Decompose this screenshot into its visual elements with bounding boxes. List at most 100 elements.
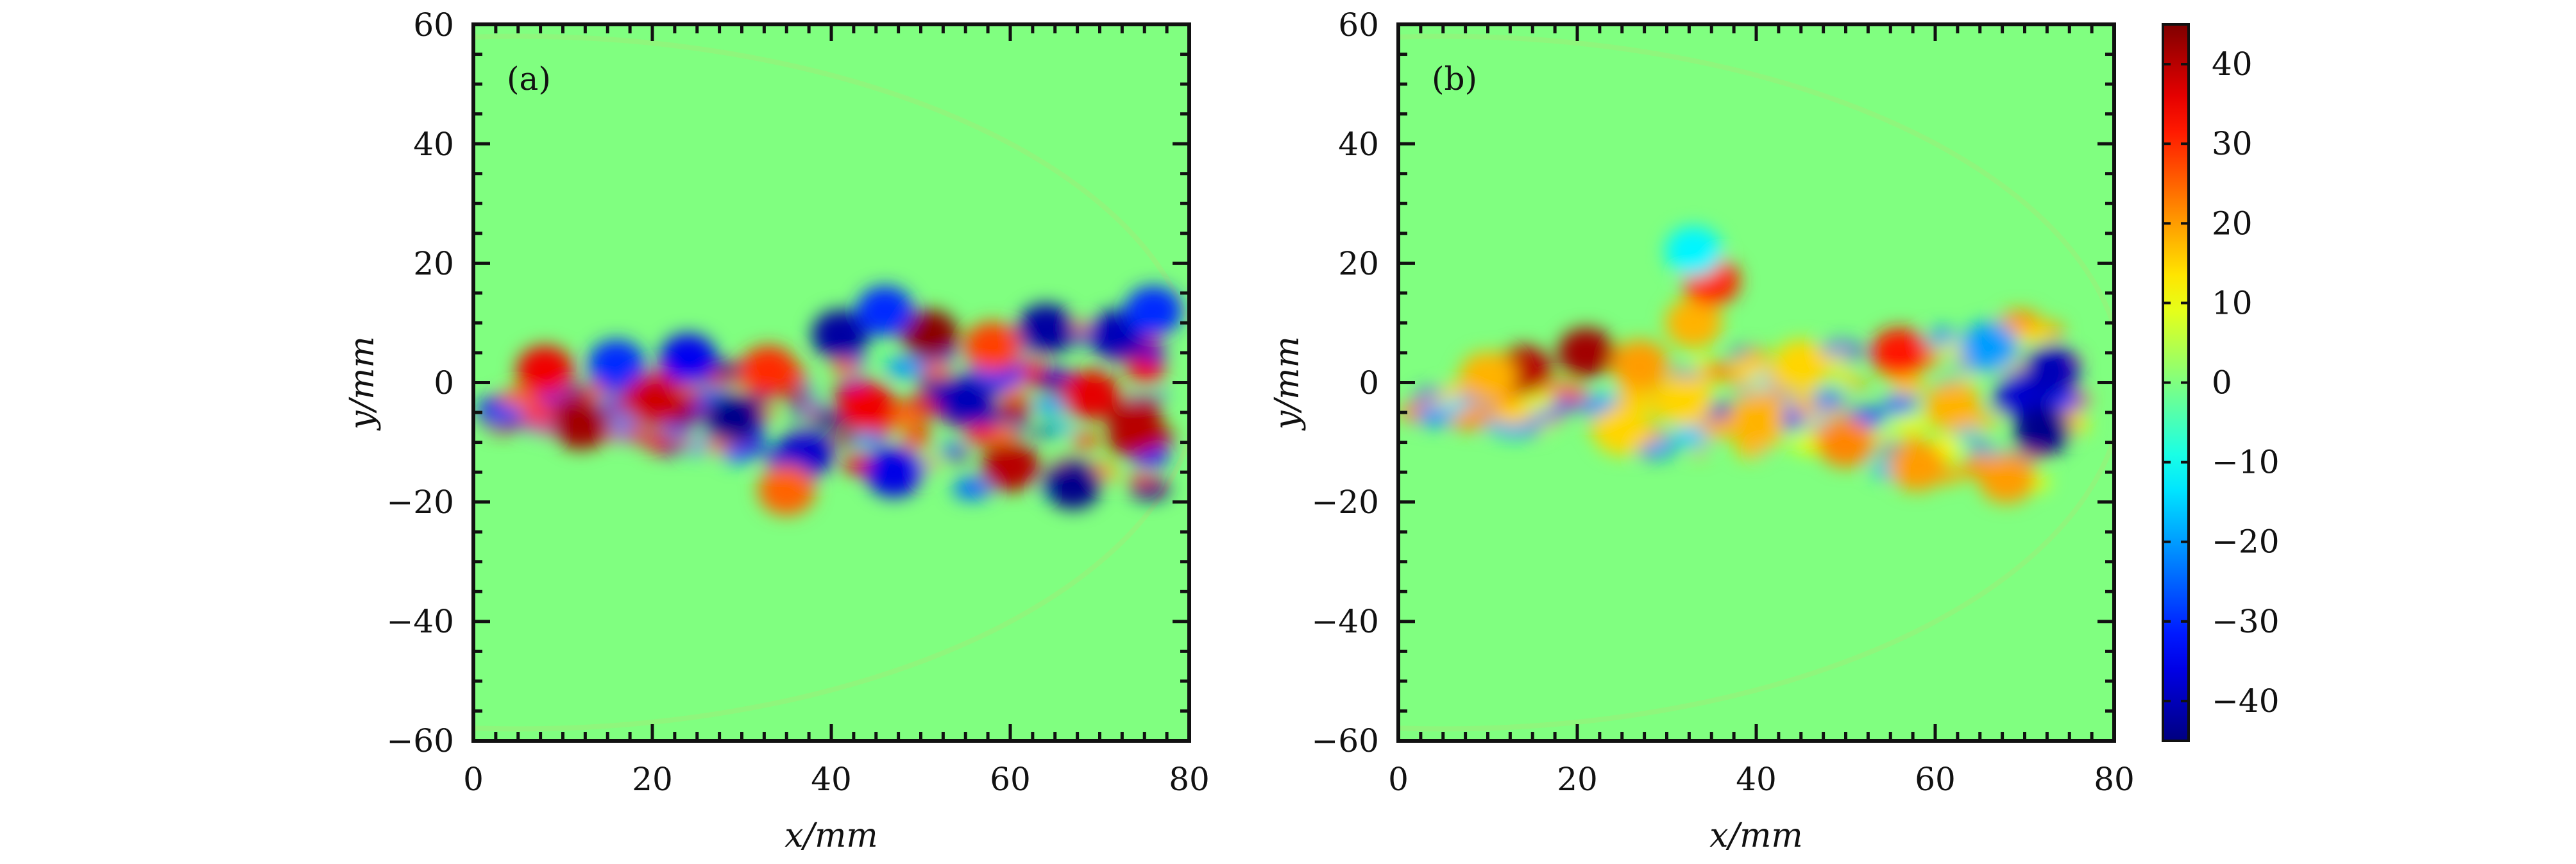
texture-mark	[1548, 381, 1580, 398]
blob-mark	[552, 399, 610, 450]
texture-mark	[811, 411, 844, 429]
y-tick-labels-b: 60 40 20 0 −20 −40 −60	[1311, 6, 1379, 759]
blob-mark	[704, 393, 762, 444]
texture-mark	[1969, 440, 1990, 452]
texture-mark	[1930, 327, 1953, 339]
texture-mark	[1834, 372, 1859, 385]
blob-mark	[1978, 453, 2036, 504]
texture-mark	[996, 398, 1033, 419]
texture-mark	[1418, 409, 1453, 428]
texture-mark	[1494, 405, 1532, 426]
heatmap-area-a	[473, 24, 1189, 741]
blob-mark	[1062, 369, 1120, 420]
colorbar-tick-label: 30	[2212, 125, 2253, 162]
blob-mark	[623, 375, 681, 426]
blob-mark	[1124, 285, 1182, 336]
blob-mark	[865, 447, 923, 498]
texture-mark	[1962, 376, 1978, 384]
texture-mark	[1881, 394, 1917, 414]
x-tick-label: 80	[1169, 761, 1210, 798]
texture-mark	[1837, 361, 1851, 368]
texture-mark	[1999, 309, 2041, 332]
texture-mark	[1443, 399, 1470, 414]
texture-mark	[645, 440, 669, 453]
texture-mark	[708, 387, 726, 397]
texture-mark	[1071, 432, 1101, 448]
blob-mark	[1044, 459, 1102, 509]
blob-mark	[1960, 321, 2018, 372]
y-tick-labels-a: 60 40 20 0 −20 −40 −60	[386, 6, 454, 759]
y-tick-label: 40	[413, 126, 454, 163]
y-tick-label: 20	[413, 245, 454, 282]
y-tick-label: −60	[386, 722, 454, 759]
blob-mark	[659, 334, 717, 384]
blob-mark	[1459, 352, 1517, 402]
texture-mark	[2061, 407, 2081, 418]
texture-mark	[727, 445, 756, 460]
texture-mark	[940, 443, 966, 457]
fluctuation-layer	[1399, 226, 2091, 504]
texture-mark	[801, 384, 815, 393]
texture-mark	[830, 360, 860, 376]
colorbar: 40 30 20 10 0 −10 −20 −30 −40	[2162, 23, 2280, 742]
x-axis-label-b: x/mm	[1709, 817, 1802, 855]
field-boundary	[1398, 33, 2114, 732]
ticks-b	[1396, 22, 2116, 743]
texture-mark	[1034, 426, 1056, 438]
texture-mark	[1650, 442, 1669, 452]
x-tick-labels-b: 0 20 40 60 80	[1388, 761, 2135, 798]
texture-mark	[804, 407, 820, 416]
texture-mark	[1891, 414, 1931, 436]
y-tick-label: −40	[1311, 603, 1379, 640]
fluctuation-layer	[477, 285, 1182, 516]
x-tick-label: 0	[1388, 761, 1409, 798]
x-tick-label: 60	[1915, 761, 1956, 798]
blob-mark	[901, 309, 959, 360]
x-tick-label: 60	[990, 761, 1031, 798]
blob-mark	[740, 345, 797, 396]
texture-mark	[1126, 360, 1166, 383]
texture-mark	[885, 357, 924, 378]
texture-mark	[1811, 391, 1845, 409]
blob-mark	[1772, 339, 1830, 390]
y-axis-label-a: y/mm	[343, 336, 382, 431]
blob-mark	[588, 339, 645, 390]
colorbar-tick-label: −20	[2212, 523, 2280, 561]
y-tick-label: 60	[413, 6, 454, 44]
blob-mark	[1727, 393, 1785, 444]
blob-mark	[963, 321, 1021, 372]
y-tick-label: 40	[1338, 126, 1379, 163]
texture-mark	[831, 432, 858, 446]
texture-mark	[1418, 403, 1434, 411]
colorbar-tick-label: −10	[2212, 444, 2280, 481]
texture-mark	[1143, 337, 1161, 347]
x-tick-label: 40	[811, 761, 852, 798]
x-tick-labels-a: 0 20 40 60 80	[463, 761, 1210, 798]
texture-mark	[1518, 391, 1557, 411]
blob-mark	[516, 345, 574, 396]
y-tick-label: 60	[1338, 6, 1379, 44]
blob-mark	[1106, 405, 1164, 456]
texture-mark	[782, 388, 809, 403]
colorbar-tick-label: 40	[2212, 46, 2253, 83]
texture-mark	[1744, 379, 1765, 391]
y-tick-label: 0	[434, 364, 454, 402]
texture-mark	[2048, 391, 2083, 410]
texture-mark	[922, 362, 952, 379]
blob-mark	[2013, 405, 2072, 456]
blob-mark	[1557, 327, 1615, 378]
texture-mark	[1781, 400, 1797, 409]
y-tick-label: −40	[386, 603, 454, 640]
blob-mark	[1665, 298, 1722, 348]
texture-mark	[1051, 421, 1074, 435]
panel-b: (b) 0 20 40 60 80 60 40 20 0 −20 −40 −60…	[1268, 6, 2135, 855]
blob-mark	[2022, 345, 2080, 396]
heatmap-area-b	[1398, 24, 2114, 741]
texture-mark	[629, 429, 653, 443]
x-tick-label: 20	[632, 761, 673, 798]
texture-mark	[1788, 391, 1814, 405]
blob-mark	[981, 441, 1039, 491]
texture-mark	[1892, 375, 1926, 394]
blob-mark	[1665, 226, 1722, 276]
blob-mark	[1656, 375, 1714, 426]
